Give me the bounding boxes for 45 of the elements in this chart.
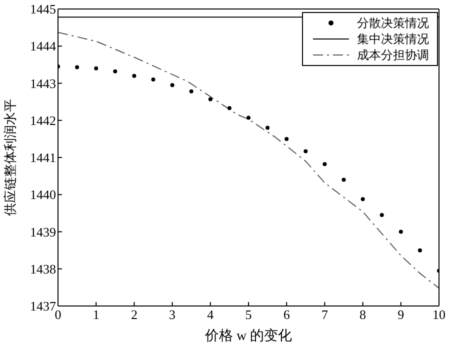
point: [113, 69, 118, 74]
x-tick-label: 2: [130, 307, 138, 322]
point: [132, 74, 136, 78]
x-tick-label: 4: [207, 307, 214, 322]
y-tick-label: 1437: [30, 298, 56, 314]
point: [75, 65, 80, 70]
point: [398, 230, 403, 234]
point: [284, 136, 289, 141]
x-tick-label: 8: [360, 307, 366, 322]
legend-label: 成本分担协调: [357, 46, 429, 64]
x-tick-label: 7: [321, 307, 328, 322]
point: [170, 83, 174, 88]
legend-label: 分散决策情况: [357, 14, 429, 32]
y-tick-label: 1441: [30, 150, 56, 166]
x-tick-label: 1: [92, 307, 100, 322]
y-axis-title: 供应链整体利润水平: [2, 99, 18, 216]
point: [189, 89, 194, 94]
x-tick-label: 9: [398, 307, 404, 322]
y-tick-label: 1442: [30, 112, 56, 128]
point: [151, 78, 156, 82]
x-tick-label: 0: [54, 307, 62, 322]
point: [227, 106, 232, 110]
x-axis-title: 价格 w 的变化: [204, 328, 292, 344]
y-tick-label: 1438: [30, 261, 56, 276]
x-tick-label: 5: [245, 307, 252, 322]
legend-label: 集中决策情况: [357, 30, 429, 48]
y-tick-label: 1440: [30, 187, 56, 202]
point: [208, 97, 212, 102]
y-tick-label: 1439: [30, 224, 56, 240]
point: [418, 248, 422, 252]
point: [360, 197, 365, 202]
point: [246, 116, 250, 120]
y-tick-label: 1443: [30, 76, 56, 91]
point: [342, 178, 346, 182]
point: [380, 213, 384, 218]
point: [322, 162, 327, 166]
x-tick-label: 6: [283, 307, 290, 322]
point: [266, 126, 270, 130]
point: [94, 66, 98, 70]
point: [304, 149, 308, 154]
x-tick-label: 3: [169, 307, 176, 322]
x-tick-label: 10: [432, 307, 446, 322]
y-tick-label: 1444: [30, 38, 56, 54]
line-series: [58, 32, 439, 289]
y-tick-label: 1445: [30, 2, 56, 17]
